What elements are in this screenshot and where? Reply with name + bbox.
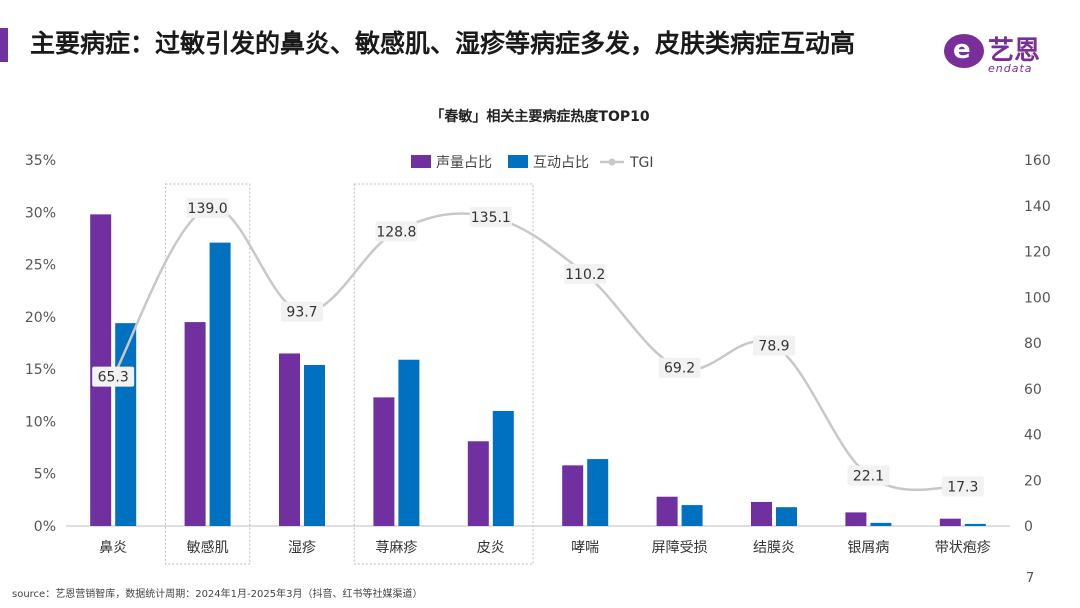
bar-声量占比 <box>467 441 489 526</box>
y-right-tick-label: 120 <box>1024 245 1051 261</box>
tgi-data-label-bg <box>281 301 323 322</box>
y-left-tick-label: 15% <box>25 362 56 378</box>
title-accent-bar <box>0 28 8 62</box>
bar-互动占比 <box>398 359 420 526</box>
y-left-tick-label: 25% <box>25 258 56 274</box>
bar-声量占比 <box>939 518 961 526</box>
chart-title: 「春敏」相关主要病症热度TOP10 <box>430 109 650 125</box>
bar-声量占比 <box>751 501 772 526</box>
bar-互动占比 <box>209 242 231 526</box>
bar-互动占比 <box>870 522 892 526</box>
logo-chinese-text: 艺恩 <box>988 36 1041 66</box>
x-tick-label: 皮炎 <box>477 540 505 556</box>
brand-logo: e 艺恩 endata <box>944 30 1054 78</box>
bar-声量占比 <box>279 353 300 526</box>
x-tick-label: 荨麻疹 <box>375 540 417 556</box>
page-title: 主要病症：过敏引发的鼻炎、敏感肌、湿疹等病症多发，皮肤类病症互动高 <box>30 29 856 58</box>
y-left-tick-label: 5% <box>34 467 56 483</box>
x-tick-label: 鼻炎 <box>99 539 127 556</box>
tgi-data-label: 65.3 <box>98 370 129 386</box>
y-right-tick-label: 60 <box>1024 382 1042 398</box>
page-number: 7 <box>1026 571 1035 586</box>
bar-声量占比 <box>373 397 395 526</box>
logo-e-badge-icon: e <box>944 34 984 68</box>
bar-声量占比 <box>184 322 206 526</box>
tgi-data-label-bg <box>375 221 418 242</box>
y-left-tick-label: 10% <box>25 414 56 430</box>
y-left-tick-label: 0% <box>34 519 56 535</box>
tgi-data-label: 17.3 <box>947 479 978 495</box>
legend-label: 声量占比 <box>436 155 492 171</box>
tgi-data-label-bg <box>941 476 984 497</box>
tgi-data-label-bg <box>753 335 795 356</box>
legend-swatch-tgi-marker <box>608 158 616 166</box>
tgi-data-label-bg <box>658 357 701 378</box>
source-note: source：艺恩营销智库，数据统计周期：2024年1月-2025年3月（抖音、… <box>12 589 423 600</box>
y-right-tick-label: 0 <box>1024 519 1033 535</box>
bar-互动占比 <box>964 523 986 526</box>
tgi-data-label-bg <box>92 366 135 387</box>
highlight-box <box>353 183 534 565</box>
bar-互动占比 <box>492 410 514 526</box>
legend-label: 互动占比 <box>533 155 589 171</box>
logo-english-text: endata <box>988 62 1033 75</box>
y-left-tick-label: 35% <box>25 153 56 169</box>
bar-声量占比 <box>562 465 584 526</box>
bar-互动占比 <box>681 505 703 526</box>
x-tick-label: 带状疱疹 <box>935 540 991 556</box>
x-tick-label: 屏障受损 <box>652 540 708 556</box>
bar-互动占比 <box>587 459 609 526</box>
legend-swatch-声量占比 <box>411 155 431 168</box>
tgi-data-label: 135.1 <box>471 210 511 226</box>
x-tick-label: 结膜炎 <box>753 540 795 556</box>
legend-label: TGI <box>629 155 654 171</box>
tgi-data-label-bg <box>847 465 890 486</box>
legend-swatch-互动占比 <box>508 155 528 168</box>
tgi-data-label: 93.7 <box>286 305 317 321</box>
x-tick-label: 哮喘 <box>571 539 599 556</box>
tgi-data-label-bg <box>186 198 229 219</box>
tgi-data-label: 110.2 <box>565 267 605 283</box>
y-right-tick-label: 80 <box>1024 336 1042 352</box>
y-right-tick-label: 40 <box>1024 428 1042 444</box>
y-left-tick-label: 20% <box>25 310 56 326</box>
x-tick-label: 银屑病 <box>847 540 889 556</box>
bar-互动占比 <box>304 364 325 526</box>
tgi-data-label: 139.0 <box>188 201 228 217</box>
y-right-tick-label: 140 <box>1024 199 1051 215</box>
x-tick-label: 敏感肌 <box>187 539 229 556</box>
logo-badge-letter: e <box>953 35 971 65</box>
bar-声量占比 <box>845 512 867 526</box>
tgi-data-label: 78.9 <box>758 339 789 355</box>
y-right-tick-label: 100 <box>1024 290 1051 306</box>
tgi-line <box>112 206 963 492</box>
tgi-data-label: 22.1 <box>853 468 884 484</box>
bar-互动占比 <box>115 323 137 526</box>
y-right-tick-label: 20 <box>1024 473 1042 489</box>
y-left-tick-label: 30% <box>25 205 56 221</box>
tgi-data-label-bg <box>564 263 607 284</box>
bar-声量占比 <box>656 496 678 526</box>
tgi-data-label: 128.8 <box>376 224 416 240</box>
tgi-data-label: 69.2 <box>664 361 695 377</box>
y-right-tick-label: 160 <box>1024 153 1051 169</box>
bar-互动占比 <box>776 507 797 526</box>
x-tick-label: 湿疹 <box>288 540 316 556</box>
tgi-data-label-bg <box>469 206 512 227</box>
